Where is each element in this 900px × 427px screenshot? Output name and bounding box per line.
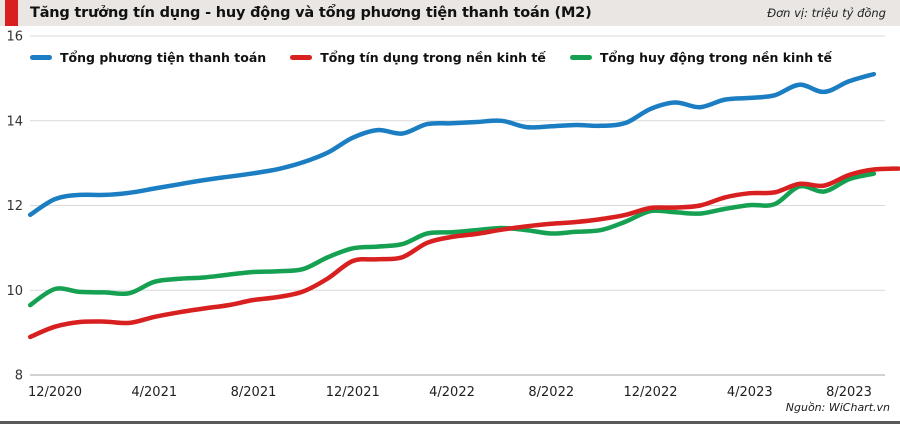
- x-tick-label-12-2021: 12/2021: [326, 385, 380, 400]
- legend-swatch-credit: [290, 55, 313, 60]
- legend-label-deposit: Tổng huy động trong nền kinh tế: [599, 50, 832, 65]
- y-tick-label-14: 14: [6, 114, 23, 129]
- y-tick-label-10: 10: [6, 284, 23, 299]
- source-label: Nguồn: WiChart.vn: [785, 401, 890, 414]
- legend-swatch-m2: [30, 55, 52, 60]
- chart-header: Tăng trưởng tín dụng - huy động và tổng …: [0, 0, 900, 26]
- x-tick-label-8-2023: 8/2023: [826, 385, 872, 400]
- x-tick-label-4-2022: 4/2022: [429, 385, 475, 400]
- y-tick-label-12: 12: [6, 199, 23, 214]
- series-line-m2: [27, 71, 877, 218]
- x-tick-label-4-2023: 4/2023: [727, 385, 773, 400]
- series-line-deposit: [27, 171, 877, 308]
- bottom-border: [0, 421, 900, 424]
- legend-item-credit[interactable]: Tổng tín dụng trong nền kinh tế: [290, 50, 546, 65]
- title-accent-bar: [5, 0, 18, 26]
- x-tick-label-12-2020: 12/2020: [28, 385, 82, 400]
- unit-label: Đơn vị: triệu tỷ đồng: [767, 6, 886, 20]
- x-tick-label-12-2022: 12/2022: [623, 385, 677, 400]
- chart-title: Tăng trưởng tín dụng - huy động và tổng …: [30, 5, 592, 21]
- legend-label-credit: Tổng tín dụng trong nền kinh tế: [320, 50, 546, 65]
- x-tick-label-8-2021: 8/2021: [231, 385, 277, 400]
- x-tick-label-4-2021: 4/2021: [131, 385, 177, 400]
- legend-item-m2[interactable]: Tổng phương tiện thanh toán: [30, 50, 266, 65]
- series-line-credit: [27, 166, 900, 340]
- x-tick-label-8-2022: 8/2022: [528, 385, 574, 400]
- y-tick-label-16: 16: [6, 30, 23, 45]
- y-tick-label-8: 8: [15, 369, 23, 384]
- legend-swatch-deposit: [569, 55, 592, 60]
- chart-legend: Tổng phương tiện thanh toán Tổng tín dụn…: [30, 50, 832, 65]
- legend-item-deposit[interactable]: Tổng huy động trong nền kinh tế: [569, 50, 832, 65]
- legend-label-m2: Tổng phương tiện thanh toán: [60, 50, 267, 65]
